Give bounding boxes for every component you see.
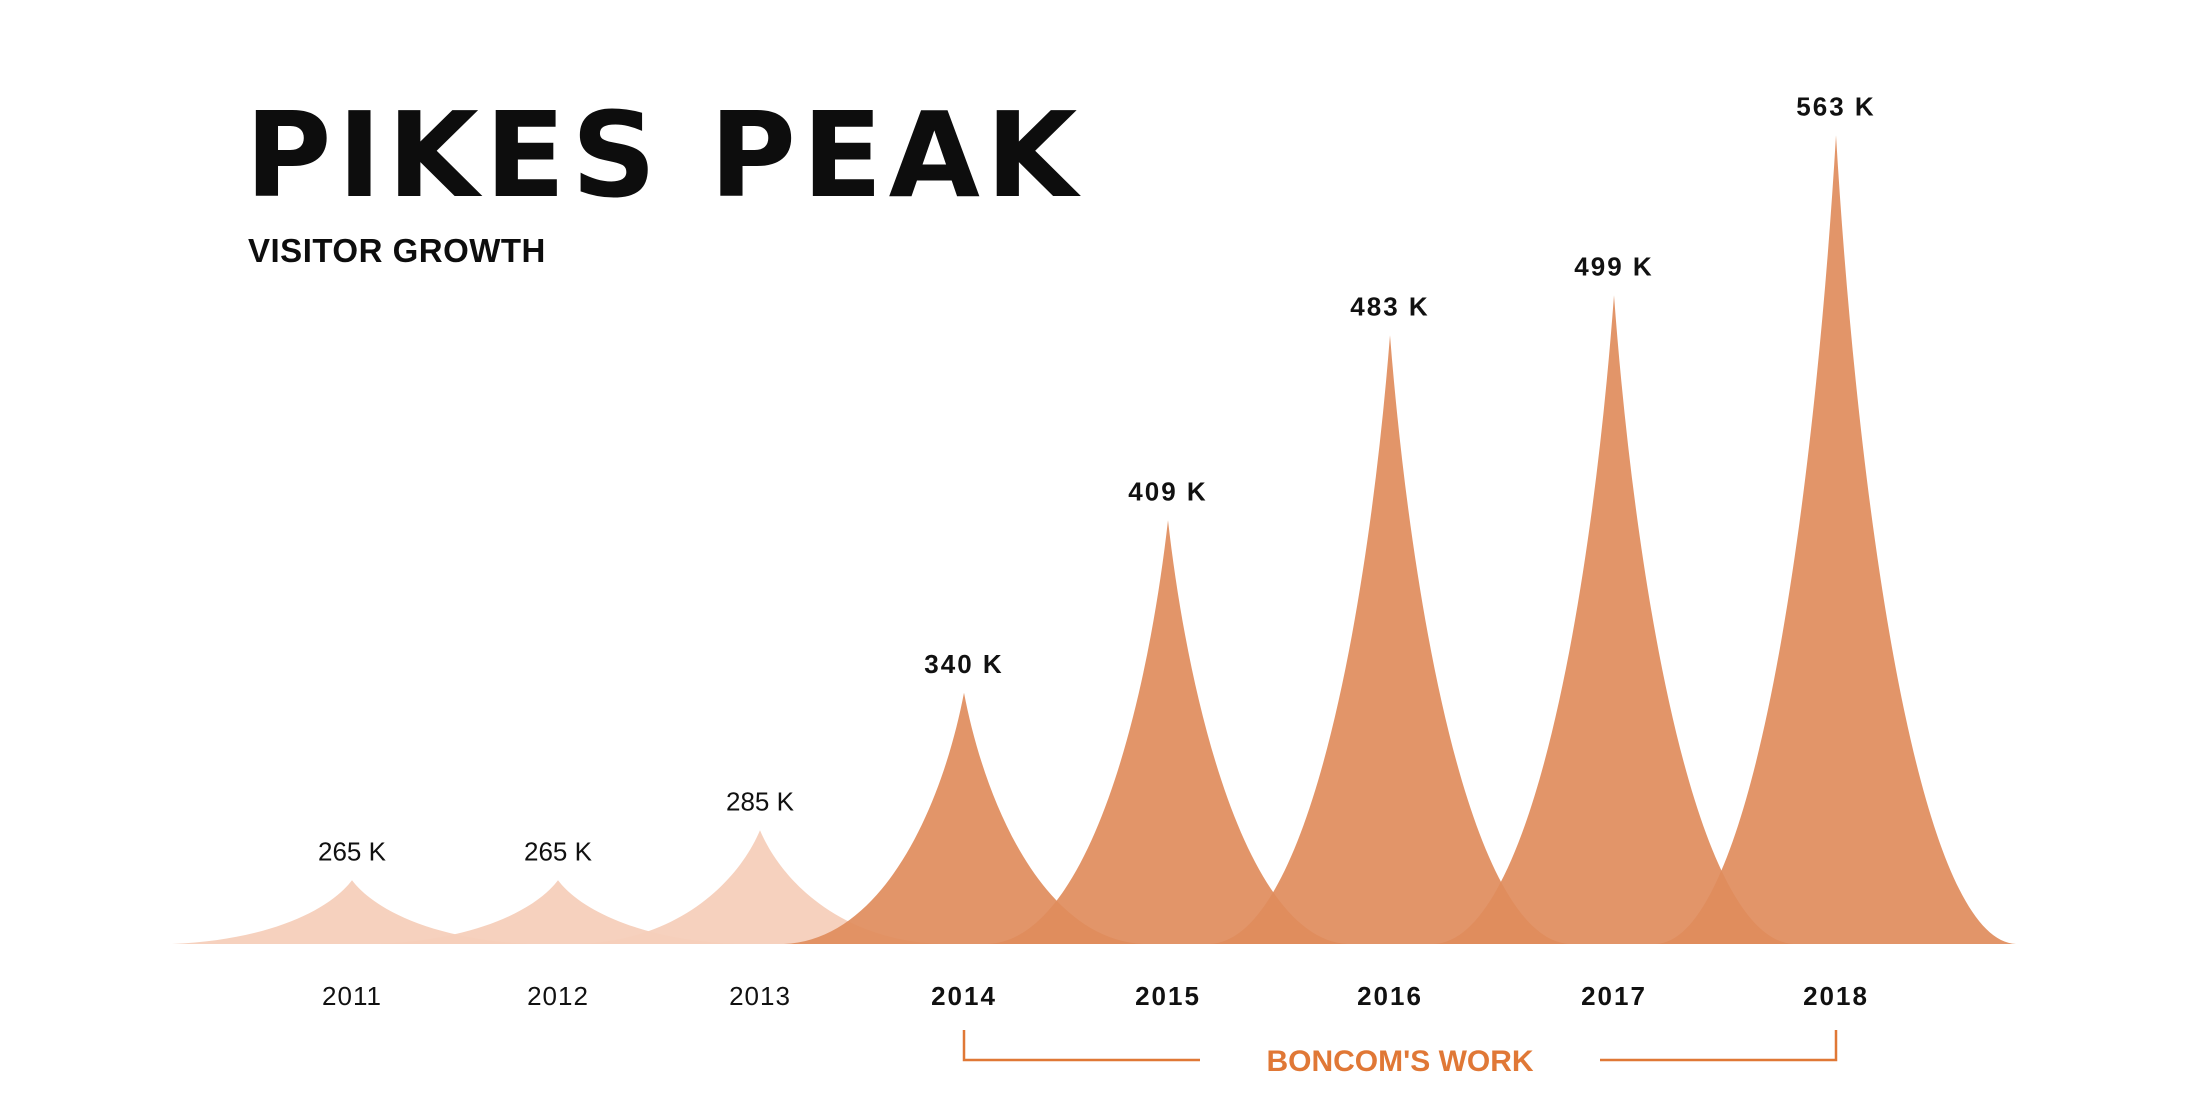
year-labels-layer: 2011 2012 2013 2014 2015 2016 2017 2018	[322, 981, 1869, 1011]
chart-subtitle: VISITOR GROWTH	[248, 232, 546, 269]
year-label-2016: 2016	[1357, 981, 1423, 1011]
year-label-2011: 2011	[322, 981, 382, 1011]
chart-title: PIKES PEAK	[245, 86, 1084, 224]
peaks-layer	[172, 135, 2016, 944]
value-label-2016: 483 K	[1350, 291, 1429, 321]
peak-2016	[1210, 335, 1570, 944]
value-label-2012: 265 K	[524, 836, 593, 866]
year-label-2013: 2013	[729, 981, 791, 1011]
year-label-2017: 2017	[1581, 981, 1647, 1011]
value-label-2014: 340 K	[924, 649, 1003, 679]
year-label-2015: 2015	[1135, 981, 1201, 1011]
value-label-2015: 409 K	[1128, 476, 1207, 506]
year-label-2014: 2014	[931, 981, 997, 1011]
peak-2014	[784, 692, 1144, 944]
value-label-2017: 499 K	[1574, 251, 1653, 281]
bracket-right-tick	[1600, 1030, 1838, 1062]
peak-2015	[988, 520, 1348, 944]
year-label-2018: 2018	[1803, 981, 1869, 1011]
peak-2012	[378, 880, 738, 944]
peak-2011	[172, 880, 532, 944]
value-label-2013: 285 K	[726, 786, 795, 816]
peak-2013	[580, 830, 940, 944]
value-labels-layer: 265 K 265 K 285 K 340 K 409 K 483 K 499 K 563 K	[318, 91, 1875, 866]
peak-2017	[1434, 295, 1794, 944]
peak-2018	[1656, 135, 2016, 944]
work-bracket: BONCOM'S WORK	[962, 1030, 1838, 1078]
bracket-label: BONCOM'S WORK	[1266, 1045, 1533, 1078]
year-label-2012: 2012	[527, 981, 589, 1011]
value-label-2011: 265 K	[318, 836, 387, 866]
bracket-left-tick	[962, 1030, 1200, 1062]
value-label-2018: 563 K	[1796, 91, 1875, 121]
